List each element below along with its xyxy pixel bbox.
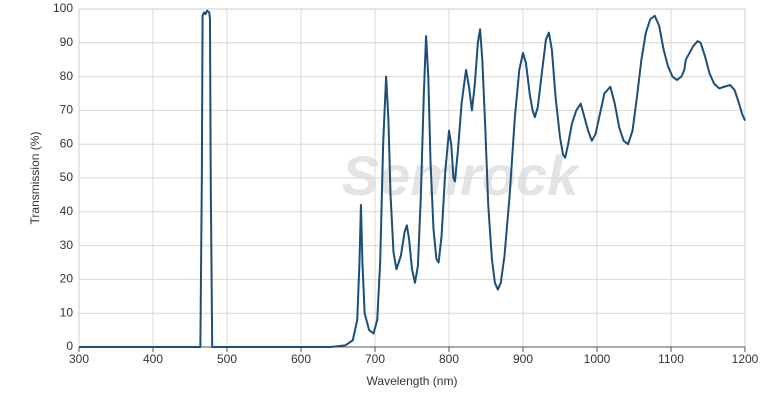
- y-tick-label: 10: [60, 305, 74, 319]
- y-tick-label: 100: [53, 1, 73, 15]
- x-tick-label: 900: [513, 352, 533, 366]
- x-tick-label: 700: [365, 352, 385, 366]
- y-tick-label: 0: [66, 339, 73, 353]
- y-tick-label: 20: [60, 272, 74, 286]
- x-tick-label: 600: [291, 352, 311, 366]
- y-tick-label: 60: [60, 136, 74, 150]
- watermark: Semrock: [342, 144, 581, 207]
- x-tick-label: 1100: [658, 352, 684, 366]
- x-axis-label: Wavelength (nm): [367, 374, 458, 388]
- x-tick-label: 1200: [732, 352, 759, 366]
- y-axis-label: Transmission (%): [28, 132, 42, 225]
- y-tick-label: 90: [60, 35, 74, 49]
- spectrum-line: [79, 9, 746, 348]
- x-tick-label: 500: [217, 352, 237, 366]
- x-tick-label: 800: [439, 352, 459, 366]
- x-tick-label: 300: [69, 352, 89, 366]
- x-tick-label: 400: [143, 352, 163, 366]
- x-tick-label: 1000: [584, 352, 611, 366]
- y-tick-label: 40: [60, 204, 74, 218]
- y-tick-label: 50: [60, 170, 74, 184]
- y-tick-label: 30: [60, 238, 74, 252]
- y-tick-label: 70: [60, 103, 74, 117]
- y-tick-label: 80: [60, 69, 74, 83]
